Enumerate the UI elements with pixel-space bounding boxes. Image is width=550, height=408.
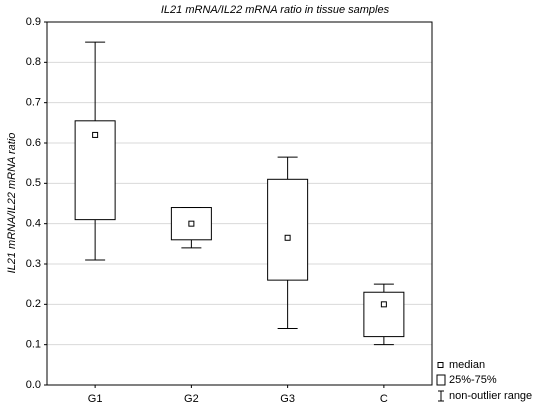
y-axis-label: IL21 mRNA/IL22 mRNA ratio [6,133,18,274]
y-tick-label: 0.0 [26,379,41,391]
legend-median-icon [437,362,444,368]
y-tick-label: 0.3 [26,258,41,270]
median-marker [284,234,291,241]
box [363,291,405,338]
legend-label: 25%-75% [449,374,497,386]
x-tick-label: G1 [88,393,103,405]
chart-title: IL21 mRNA/IL22 mRNA ratio in tissue samp… [161,4,390,16]
x-tick-label: G3 [280,393,295,405]
y-tick-label: 0.7 [26,97,41,109]
legend-range-icon [438,390,444,402]
median-marker [188,220,195,227]
y-tick-label: 0.8 [26,56,41,68]
x-tick-label: G2 [184,393,199,405]
y-tick-label: 0.6 [26,137,41,149]
median-marker [380,301,387,308]
plot-frame [46,21,433,386]
median-marker [92,131,99,138]
box [267,178,309,281]
legend-label: non-outlier range [449,390,532,402]
x-tick-label: C [380,393,388,405]
y-tick-label: 0.5 [26,177,41,189]
legend-box-icon [436,374,446,386]
y-tick-label: 0.9 [26,16,41,28]
y-tick-label: 0.2 [26,298,41,310]
legend-label: median [449,359,485,371]
y-tick-label: 0.4 [26,218,41,230]
y-tick-label: 0.1 [26,339,41,351]
